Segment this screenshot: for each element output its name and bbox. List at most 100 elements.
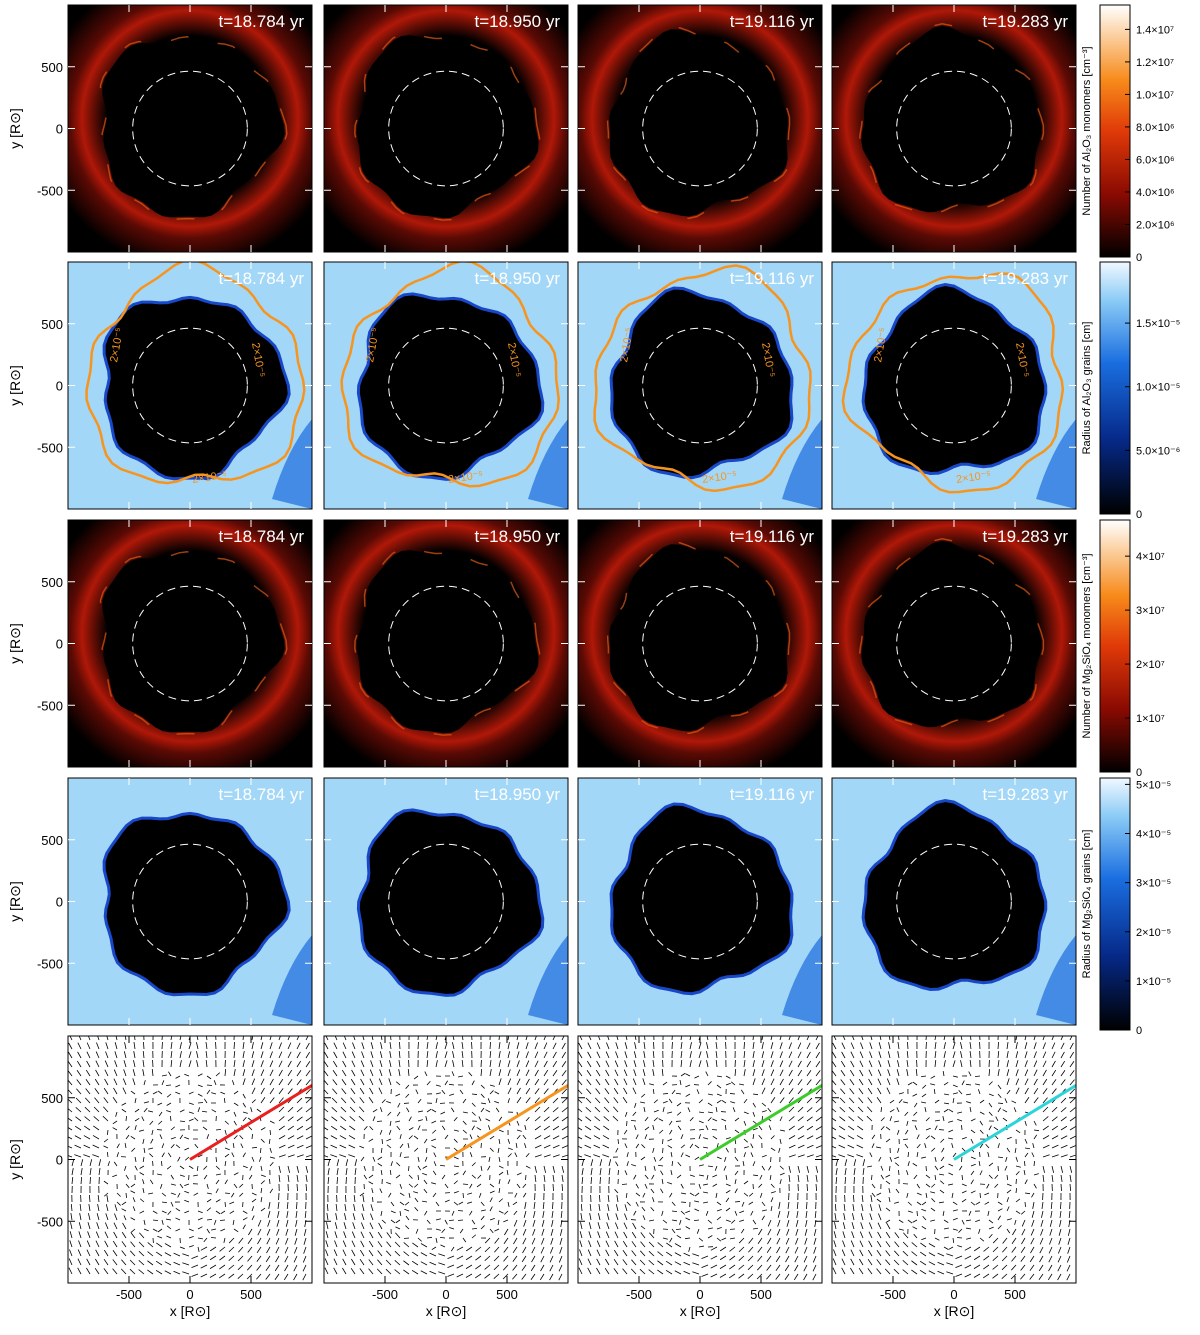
velocity-arrow bbox=[296, 1125, 304, 1131]
velocity-arrow bbox=[324, 1136, 329, 1140]
velocity-arrow bbox=[930, 1219, 936, 1222]
velocity-arrow bbox=[838, 1154, 846, 1158]
velocity-arrow bbox=[414, 1147, 419, 1152]
velocity-arrow bbox=[138, 1269, 145, 1275]
velocity-arrow bbox=[832, 1070, 837, 1077]
velocity-arrow bbox=[1006, 1078, 1010, 1086]
y-tick-label: 500 bbox=[41, 317, 63, 332]
velocity-arrow bbox=[752, 1102, 756, 1108]
velocity-arrow bbox=[369, 1126, 374, 1131]
y-tick-label: 500 bbox=[41, 575, 63, 590]
velocity-arrow bbox=[613, 1097, 619, 1104]
velocity-arrow bbox=[130, 1228, 136, 1233]
velocity-arrow bbox=[838, 1144, 846, 1149]
velocity-arrow bbox=[205, 1042, 208, 1050]
velocity-arrow bbox=[237, 1255, 244, 1262]
velocity-arrow bbox=[1011, 1100, 1017, 1104]
velocity-arrow bbox=[296, 1183, 298, 1192]
velocity-arrow bbox=[452, 1036, 455, 1041]
velocity-arrow bbox=[260, 1060, 264, 1068]
velocity-arrow bbox=[453, 1180, 458, 1185]
velocity-arrow bbox=[120, 1268, 127, 1275]
velocity-arrow bbox=[549, 1246, 554, 1254]
velocity-arrow bbox=[887, 1069, 891, 1077]
velocity-arrow bbox=[1021, 1237, 1026, 1245]
velocity-arrow bbox=[641, 1144, 646, 1149]
velocity-arrow bbox=[76, 1070, 82, 1077]
velocity-arrow bbox=[897, 1129, 900, 1135]
velocity-arrow bbox=[130, 1241, 136, 1248]
velocity-arrow bbox=[766, 1246, 772, 1254]
velocity-arrow bbox=[589, 1213, 592, 1221]
velocity-arrow bbox=[114, 1204, 118, 1212]
velocity-arrow bbox=[979, 1120, 983, 1126]
velocity-arrow bbox=[417, 1110, 423, 1113]
velocity-arrow bbox=[237, 1273, 244, 1279]
velocity-arrow bbox=[114, 1051, 118, 1059]
velocity-arrow bbox=[184, 1156, 190, 1161]
contour bbox=[841, 272, 1065, 494]
time-label: t=18.784 yr bbox=[218, 269, 304, 288]
y-tick-label: -500 bbox=[37, 698, 63, 713]
velocity-arrow bbox=[103, 1192, 109, 1197]
velocity-arrow bbox=[417, 1174, 420, 1181]
velocity-arrow bbox=[743, 1120, 747, 1126]
velocity-arrow bbox=[326, 1203, 329, 1212]
velocity-arrow bbox=[524, 1201, 527, 1209]
velocity-arrow bbox=[928, 1270, 936, 1275]
velocity-arrow bbox=[1060, 1201, 1062, 1210]
velocity-arrow bbox=[594, 1125, 601, 1131]
velocity-arrow bbox=[95, 1051, 100, 1059]
velocity-arrow bbox=[748, 1246, 754, 1253]
bright-rim bbox=[858, 538, 1045, 730]
velocity-arrow bbox=[422, 1173, 428, 1176]
velocity-arrow bbox=[516, 1172, 522, 1176]
velocity-arrow bbox=[305, 1060, 311, 1068]
velocity-arrow bbox=[758, 1134, 763, 1140]
velocity-arrow bbox=[121, 1241, 127, 1248]
velocity-arrow bbox=[210, 1237, 217, 1239]
velocity-arrow bbox=[858, 1078, 864, 1086]
velocity-arrow bbox=[121, 1231, 127, 1239]
velocity-arrow bbox=[426, 1036, 429, 1041]
velocity-arrow bbox=[662, 1100, 668, 1104]
velocity-arrow bbox=[879, 1036, 882, 1041]
velocity-arrow bbox=[1051, 1106, 1058, 1113]
velocity-arrow bbox=[543, 1060, 548, 1068]
velocity-arrow bbox=[303, 1228, 307, 1236]
velocity-arrow bbox=[417, 1165, 422, 1171]
velocity-arrow bbox=[525, 1060, 530, 1068]
velocity-arrow bbox=[166, 1102, 172, 1106]
velocity-arrow bbox=[1020, 1246, 1026, 1254]
velocity-arrow bbox=[706, 1042, 709, 1050]
velocity-arrow bbox=[561, 1174, 564, 1182]
velocity-arrow bbox=[642, 1192, 646, 1198]
velocity-arrow bbox=[806, 1107, 813, 1113]
velocity-arrow bbox=[507, 1153, 512, 1158]
velocity-arrow bbox=[121, 1201, 127, 1206]
velocity-arrow bbox=[960, 1036, 963, 1041]
velocity-arrow bbox=[488, 1156, 491, 1162]
velocity-arrow bbox=[260, 1138, 265, 1143]
velocity-arrow bbox=[543, 1135, 551, 1140]
velocity-arrow bbox=[350, 1097, 356, 1104]
velocity-arrow bbox=[631, 1259, 637, 1266]
velocity-arrow bbox=[147, 1260, 154, 1266]
velocity-arrow bbox=[1033, 1051, 1037, 1059]
velocity-arrow bbox=[124, 1143, 127, 1149]
dashed-circle bbox=[642, 843, 758, 960]
velocity-arrow bbox=[124, 1165, 127, 1171]
velocity-arrow bbox=[894, 1232, 900, 1239]
velocity-arrow bbox=[948, 1109, 954, 1113]
velocity-arrow bbox=[757, 1255, 763, 1262]
velocity-arrow bbox=[662, 1093, 669, 1095]
velocity-arrow bbox=[276, 1219, 280, 1227]
velocity-arrow bbox=[433, 1161, 437, 1167]
velocity-arrow bbox=[643, 1042, 646, 1050]
velocity-arrow bbox=[885, 1241, 891, 1248]
velocity-arrow bbox=[95, 1060, 100, 1068]
velocity-arrow bbox=[587, 1042, 592, 1050]
velocity-arrow bbox=[724, 1124, 727, 1131]
velocity-arrow bbox=[861, 1204, 864, 1212]
velocity-arrow bbox=[716, 1143, 719, 1149]
